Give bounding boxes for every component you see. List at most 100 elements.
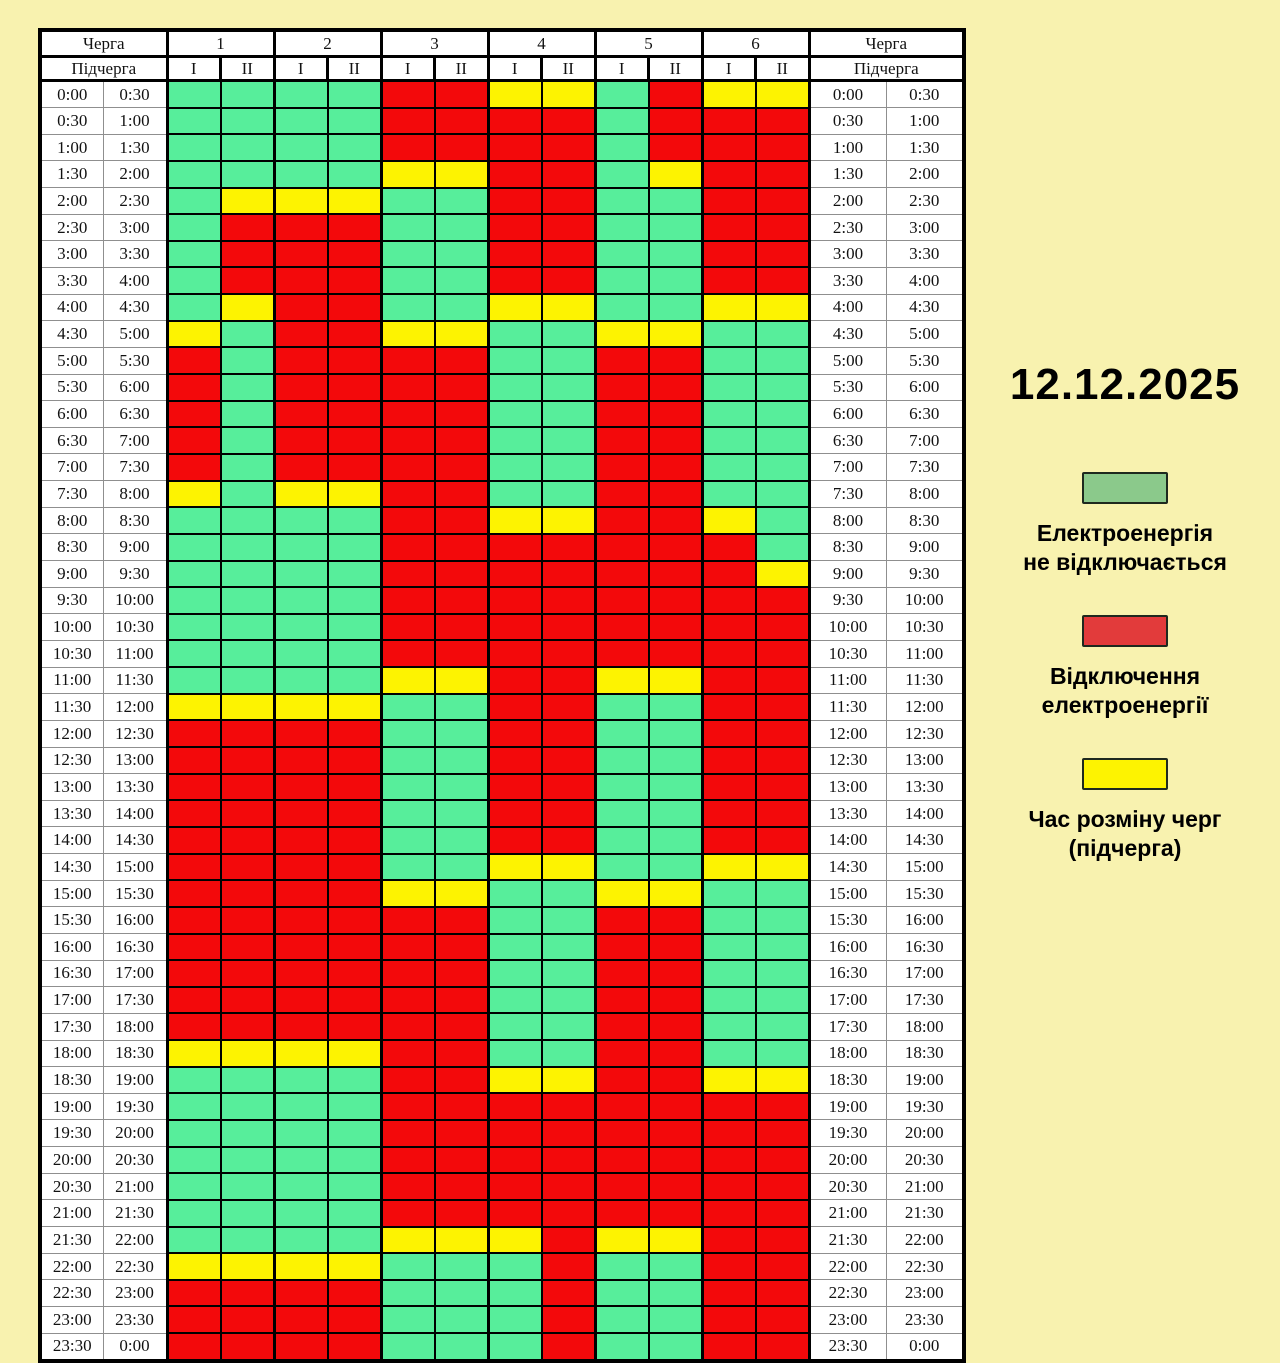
- legend-text-line: Час розміну черг: [1028, 806, 1222, 832]
- schedule-row: 9:00 9:30 9:00 9:30: [39, 559, 965, 589]
- grid-cell: [593, 239, 650, 269]
- grid-cell: [540, 1172, 596, 1201]
- time-start-right: 2:00: [808, 187, 887, 215]
- time-end-left: 12:30: [102, 719, 168, 748]
- time-end-left: 8:00: [102, 480, 168, 508]
- schedule-row: 19:00 19:30 19:00 19:30: [39, 1092, 965, 1121]
- grid-cell: [272, 452, 329, 482]
- subqueue-number-header: I: [165, 55, 222, 82]
- grid-cell: [272, 266, 329, 296]
- time-end-left: 21:30: [102, 1199, 168, 1228]
- time-start-right: 20:00: [808, 1146, 887, 1174]
- time-end-left: 1:00: [102, 107, 168, 135]
- grid-cell: [754, 612, 811, 642]
- time-start-right: 19:00: [808, 1092, 887, 1121]
- time-start-right: 15:00: [808, 879, 887, 908]
- grid-cell: [486, 213, 543, 242]
- grid-cell: [433, 932, 489, 962]
- grid-cell: [165, 133, 222, 162]
- grid-cell: [754, 426, 811, 455]
- grid-cell: [272, 1332, 329, 1362]
- queue-header-right: Черга: [807, 28, 966, 58]
- grid-cell: [165, 293, 222, 322]
- time-start-left: 13:00: [39, 773, 104, 801]
- grid-cell: [433, 213, 489, 242]
- grid-cell: [219, 479, 275, 509]
- grid-cell: [379, 666, 436, 695]
- grid-cell: [754, 79, 811, 109]
- grid-cell: [326, 452, 382, 482]
- time-start-left: 5:30: [39, 373, 104, 402]
- time-start-left: 0:00: [39, 79, 104, 109]
- grid-cell: [219, 879, 275, 908]
- grid-cell: [433, 479, 489, 509]
- time-end-left: 13:30: [102, 773, 168, 801]
- schedule-row: 5:30 6:00 5:30 6:00: [39, 373, 965, 402]
- schedule-row: 14:00 14:30 14:00 14:30: [39, 825, 965, 855]
- grid-cell: [433, 293, 489, 322]
- grid-cell: [540, 612, 596, 642]
- grid-cell: [379, 1252, 436, 1281]
- time-end-right: 18:30: [885, 1039, 965, 1068]
- grid-cell: [379, 266, 436, 296]
- grid-cell: [165, 799, 222, 828]
- grid-cell: [593, 319, 650, 349]
- grid-cell: [326, 905, 382, 935]
- grid-cell: [379, 692, 436, 722]
- schedule-row: 22:30 23:00 22:30 23:00: [39, 1278, 965, 1308]
- grid-cell: [326, 612, 382, 642]
- grid-cell: [165, 452, 222, 482]
- grid-cell: [379, 1145, 436, 1175]
- grid-cell: [700, 479, 757, 509]
- schedule-row: 16:30 17:00 16:30 17:00: [39, 959, 965, 988]
- grid-cell: [593, 79, 650, 109]
- grid-cell: [433, 133, 489, 162]
- grid-cell: [433, 719, 489, 749]
- grid-cell: [486, 373, 543, 402]
- time-start-right: 21:30: [808, 1226, 887, 1254]
- grid-cell: [272, 932, 329, 962]
- grid-cell: [593, 266, 650, 296]
- time-end-right: 1:00: [885, 107, 965, 135]
- time-end-left: 9:00: [102, 533, 168, 562]
- grid-cell: [326, 1092, 382, 1121]
- grid-cell: [754, 639, 811, 669]
- time-end-right: 9:00: [885, 533, 965, 562]
- grid-cell: [326, 639, 382, 669]
- grid-cell: [647, 612, 703, 642]
- grid-cell: [272, 985, 329, 1015]
- grid-cell: [593, 666, 650, 695]
- grid-cell: [272, 532, 329, 562]
- schedule-row: 15:30 16:00 15:30 16:00: [39, 905, 965, 935]
- grid-cell: [379, 346, 436, 376]
- time-end-right: 6:30: [885, 400, 965, 428]
- grid-cell: [700, 612, 757, 642]
- time-end-left: 4:30: [102, 293, 168, 322]
- grid-cell: [700, 1145, 757, 1175]
- grid-cell: [754, 133, 811, 162]
- grid-cell: [165, 825, 222, 855]
- grid-cell: [754, 1305, 811, 1335]
- time-start-right: 9:00: [808, 560, 887, 588]
- grid-cell: [754, 666, 811, 695]
- time-start-left: 21:00: [39, 1199, 104, 1228]
- time-start-right: 17:30: [808, 1012, 887, 1041]
- grid-cell: [433, 1305, 489, 1335]
- grid-cell: [540, 905, 596, 935]
- grid-cell: [379, 719, 436, 749]
- schedule-row: 17:00 17:30 17:00 17:30: [39, 985, 965, 1015]
- grid-cell: [433, 639, 489, 669]
- grid-cell: [379, 852, 436, 882]
- grid-cell: [433, 1145, 489, 1175]
- time-start-right: 10:30: [808, 639, 887, 668]
- grid-cell: [219, 719, 275, 749]
- grid-cell: [433, 746, 489, 775]
- grid-cell: [486, 1092, 543, 1121]
- time-end-right: 22:30: [885, 1252, 965, 1281]
- grid-cell: [647, 905, 703, 935]
- grid-cell: [647, 746, 703, 775]
- grid-cell: [326, 799, 382, 828]
- grid-cell: [486, 1145, 543, 1175]
- grid-cell: [593, 1278, 650, 1308]
- time-start-left: 4:30: [39, 320, 104, 348]
